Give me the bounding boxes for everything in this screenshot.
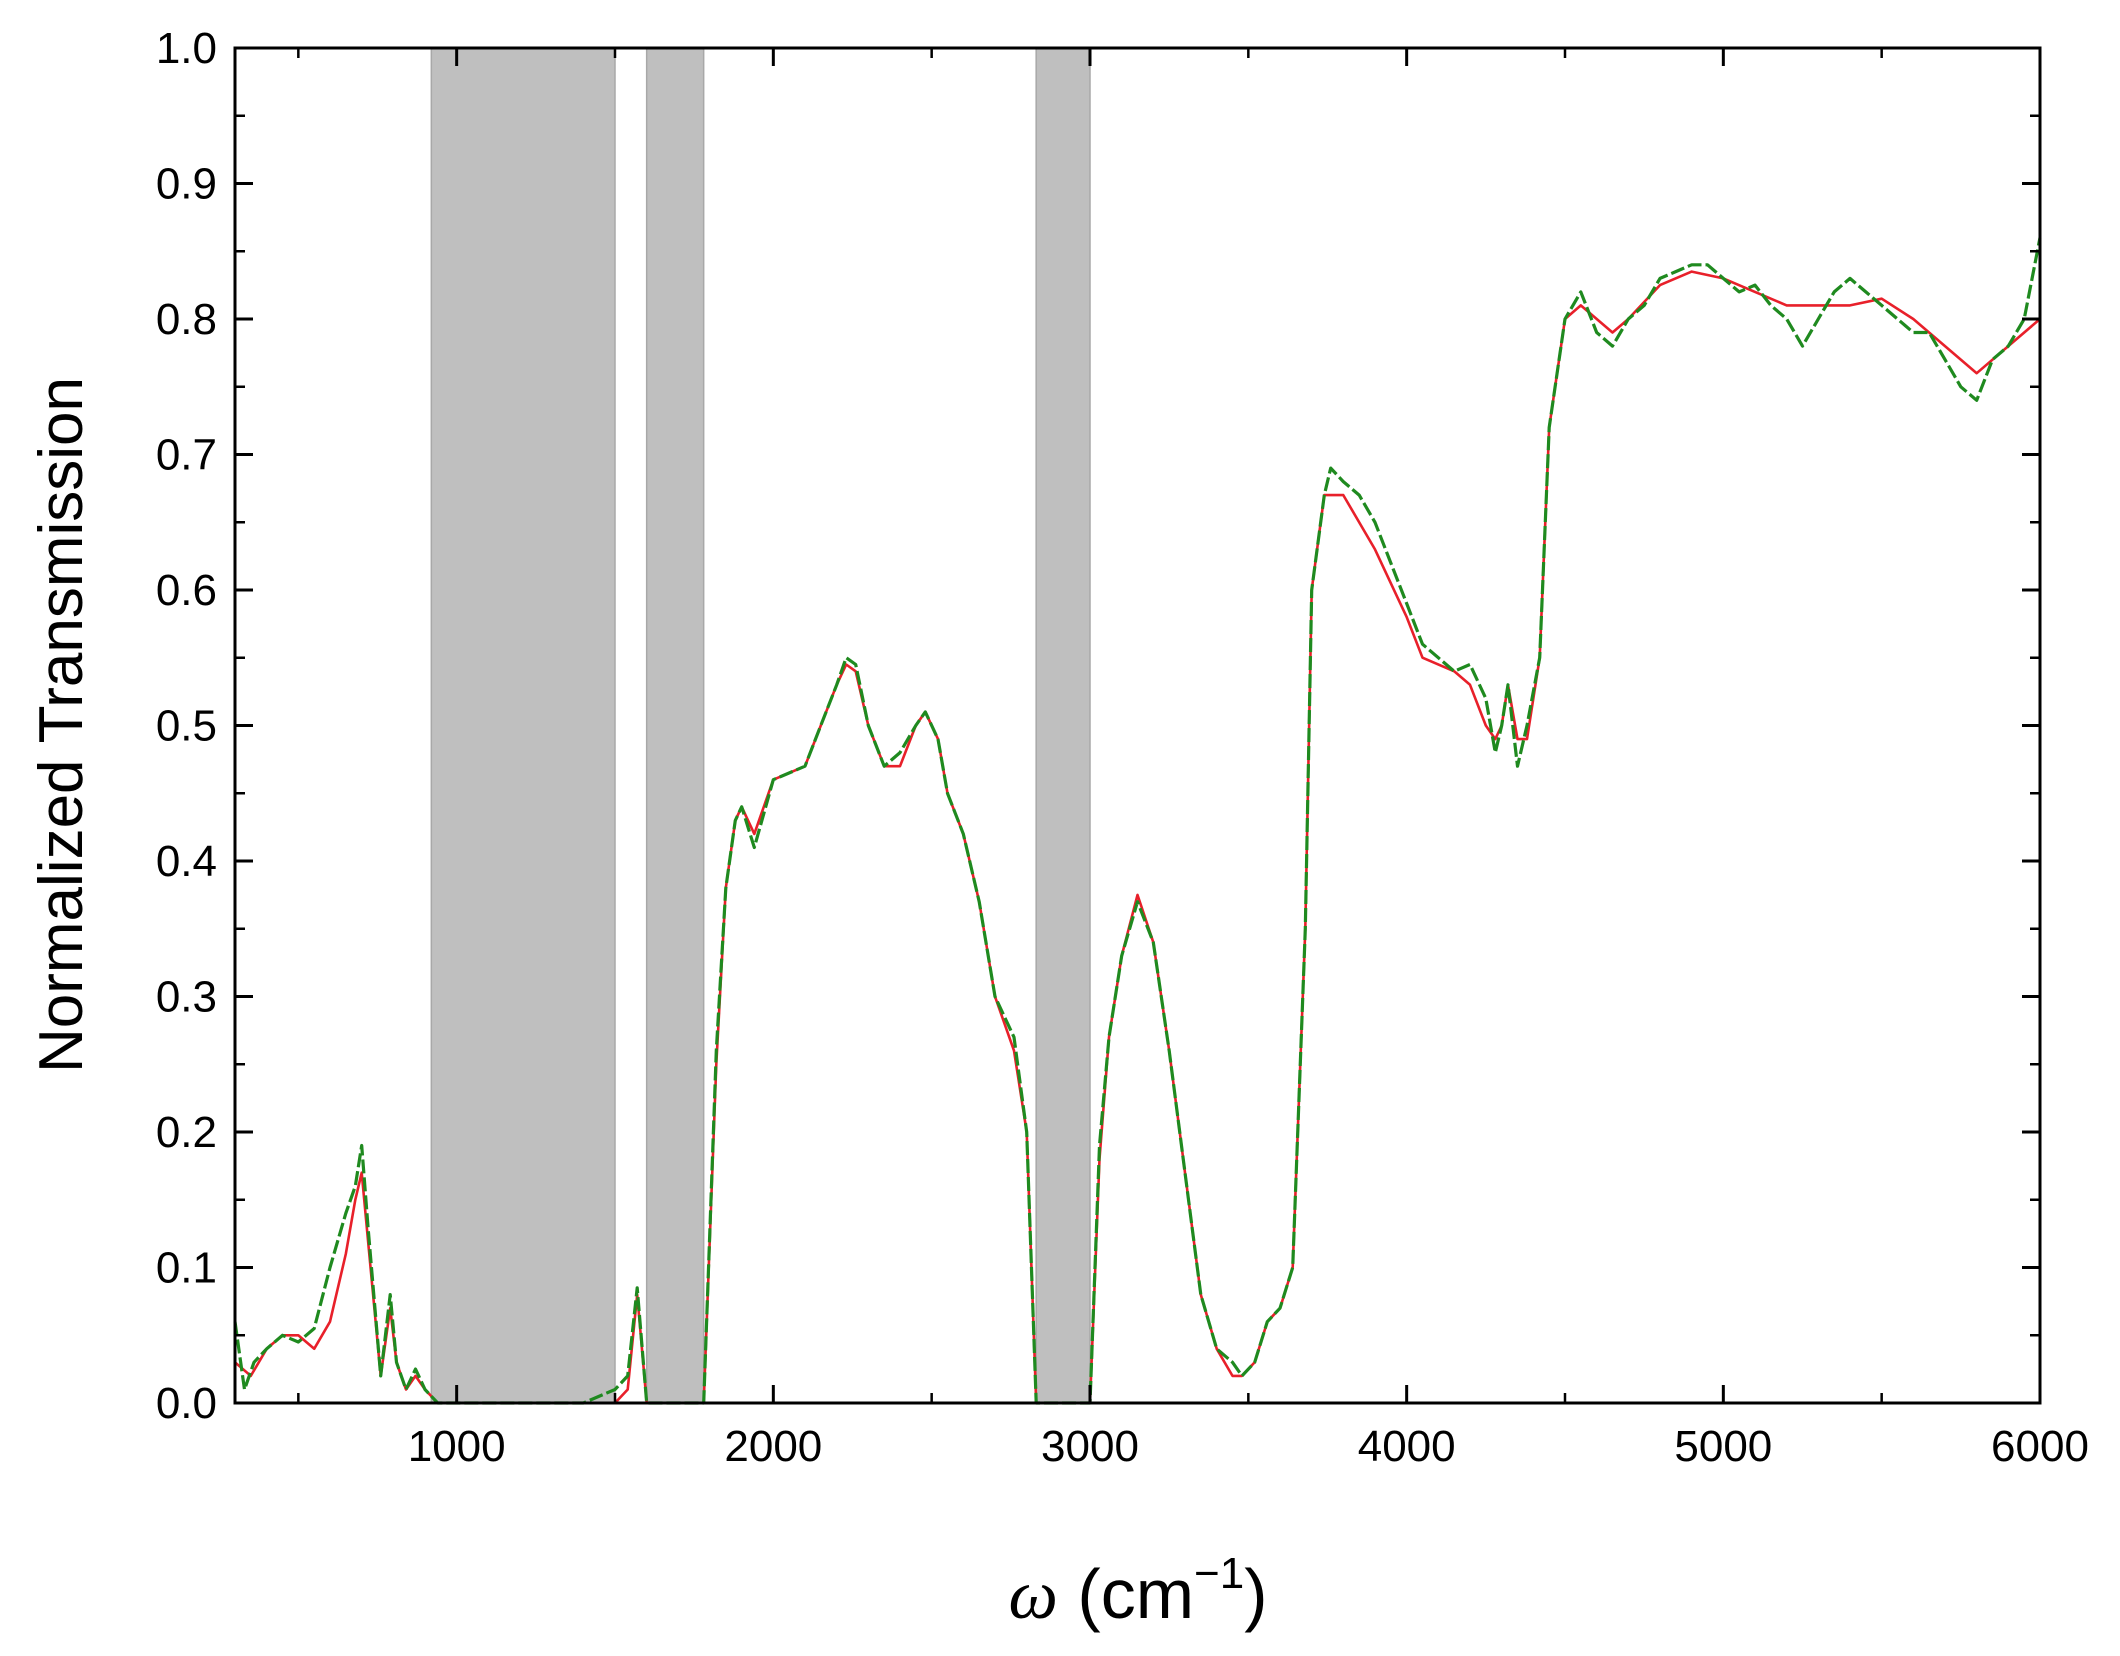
shaded-region-3 [1035, 47, 1091, 1404]
y-tick-label: 0.8 [156, 295, 217, 344]
y-tick-label: 0.4 [156, 837, 217, 886]
x-axis-unit-close: ) [1244, 1555, 1267, 1633]
y-tick-label: 0.0 [156, 1379, 217, 1428]
y-tick-label: 0.7 [156, 431, 217, 480]
shaded-regions [430, 47, 1091, 1404]
x-tick-label: 1000 [408, 1422, 506, 1471]
shaded-region-2 [645, 47, 705, 1404]
x-axis-symbol: ω [1009, 1557, 1058, 1634]
x-tick-label: 4000 [1358, 1422, 1456, 1471]
shaded-region-1 [430, 47, 616, 1404]
x-tick-label: 2000 [724, 1422, 822, 1471]
axis-ticks [235, 46, 2042, 1405]
x-tick-label: 3000 [1041, 1422, 1139, 1471]
x-axis-unit-sup: −1 [1194, 1549, 1244, 1598]
x-tick-label: 6000 [1991, 1422, 2089, 1471]
y-tick-label: 0.2 [156, 1108, 217, 1157]
y-tick-label: 0.9 [156, 160, 217, 209]
x-axis-title: ω (cm−1) [1009, 1549, 1268, 1634]
tick-labels: 1000 2000 3000 4000 5000 6000 0.0 0.1 0.2 0.3 0.4 0… [156, 24, 2089, 1471]
y-tick-label: 0.5 [156, 702, 217, 751]
y-tick-label: 1.0 [156, 24, 217, 73]
y-tick-label: 0.6 [156, 566, 217, 615]
x-tick-label: 5000 [1674, 1422, 1772, 1471]
y-tick-label: 0.1 [156, 1244, 217, 1293]
x-axis-unit-open: (cm [1058, 1555, 1194, 1633]
y-axis-title: Normalized Transmission [27, 377, 96, 1073]
y-tick-label: 0.3 [156, 973, 217, 1022]
